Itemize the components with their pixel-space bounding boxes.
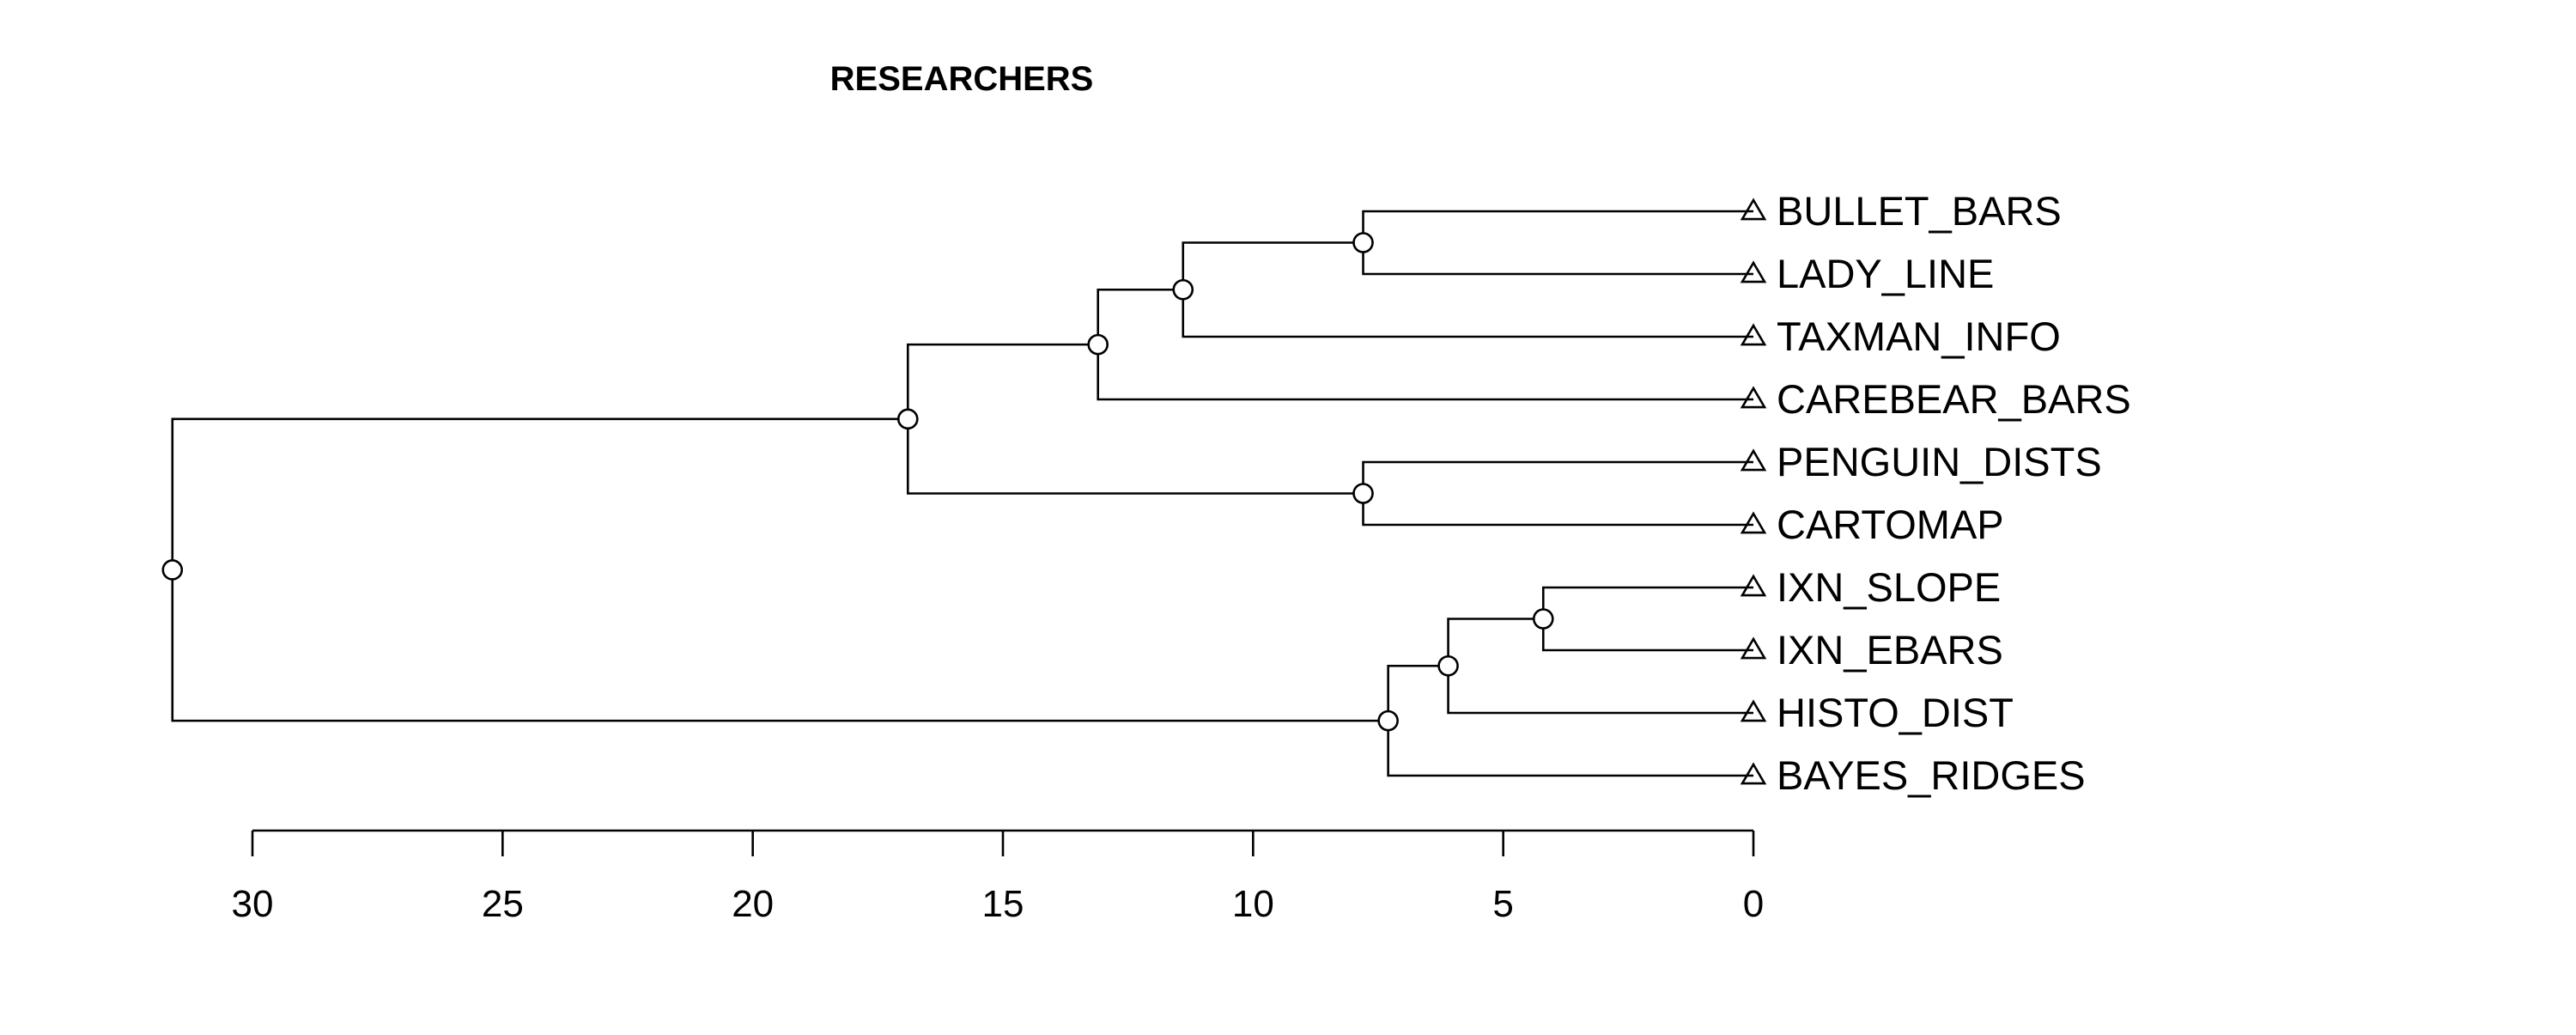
x-axis: 30 25 20 15 10 5 0 <box>232 829 1764 925</box>
node-marker-m7 <box>1437 654 1459 677</box>
branch-m5-m3 <box>906 343 1098 419</box>
branch-m3-m2 <box>1097 288 1183 345</box>
node-marker-m3 <box>1087 333 1109 356</box>
leaf-marker <box>1740 636 1767 660</box>
leaf-label: IXN_EBARS <box>1777 627 2003 673</box>
leaf-marker <box>1740 386 1767 409</box>
chart-title: RESEARCHERS <box>830 60 1094 98</box>
branch-m2-m1 <box>1182 241 1364 290</box>
node-marker-m5 <box>896 408 919 430</box>
branch-m9-m5 <box>171 417 908 570</box>
branch-m5-m4 <box>906 418 1364 495</box>
leaf-marker <box>1740 198 1767 221</box>
leaf-label: BAYES_RIDGES <box>1777 752 2086 798</box>
x-tick-label: 20 <box>732 883 774 925</box>
x-tick-label: 15 <box>982 883 1024 925</box>
node-marker-m2 <box>1172 278 1194 301</box>
leaf-label: PENGUIN_DISTS <box>1777 439 2102 484</box>
branch-m4-CARTOMAP <box>1362 493 1753 527</box>
branch-m2-TAXMAN_INFO <box>1182 289 1753 338</box>
x-tick-label: 0 <box>1743 883 1764 925</box>
node-marker-m9 <box>161 559 184 581</box>
node-marker-m6 <box>1532 608 1554 630</box>
branch-m8-BAYES_RIDGES <box>1387 721 1753 777</box>
leaf-marker <box>1740 574 1767 597</box>
x-tick-label: 30 <box>232 883 274 925</box>
node-marker-m4 <box>1352 483 1374 504</box>
branch-m1-BULLET_BARS <box>1362 210 1753 243</box>
leaf-label: IXN_SLOPE <box>1777 564 2001 610</box>
leaf-marker <box>1740 762 1767 785</box>
leaf-label: HISTO_DIST <box>1777 690 2014 735</box>
branch-m8-m7 <box>1387 664 1449 721</box>
leaf-marker <box>1740 511 1767 534</box>
branch-m6-IXN_SLOPE <box>1541 586 1753 619</box>
leaf-marker <box>1740 323 1767 346</box>
branch-m7-HISTO_DIST <box>1447 666 1753 715</box>
branch-m3-CAREBEAR_BARS <box>1097 344 1753 401</box>
x-tick-label: 5 <box>1492 883 1513 925</box>
leaf-label: CAREBEAR_BARS <box>1777 376 2131 422</box>
node-marker-m8 <box>1377 709 1399 732</box>
leaf-label: CARTOMAP <box>1777 502 2004 547</box>
branch-m4-PENGUIN_DISTS <box>1362 460 1753 494</box>
leaf-marker <box>1740 260 1767 283</box>
x-tick-label: 10 <box>1232 883 1274 925</box>
branch-m6-IXN_EBARS <box>1541 618 1753 652</box>
leaf-label: LADY_LINE <box>1777 251 1994 296</box>
node-marker-m1 <box>1352 232 1374 253</box>
branch-m7-m6 <box>1447 618 1544 667</box>
branch-m9-m8 <box>171 569 1388 722</box>
leaf-label: BULLET_BARS <box>1777 188 2062 234</box>
leaf-marker <box>1740 699 1767 722</box>
leaf-marker <box>1740 448 1767 472</box>
branch-m1-LADY_LINE <box>1362 242 1753 276</box>
tree-layer: BULLET_BARS LADY_LINE TAXMAN_INFO CAREBEAR_… <box>161 188 2131 798</box>
x-tick-label: 25 <box>482 883 524 925</box>
leaf-label: TAXMAN_INFO <box>1777 314 2061 359</box>
